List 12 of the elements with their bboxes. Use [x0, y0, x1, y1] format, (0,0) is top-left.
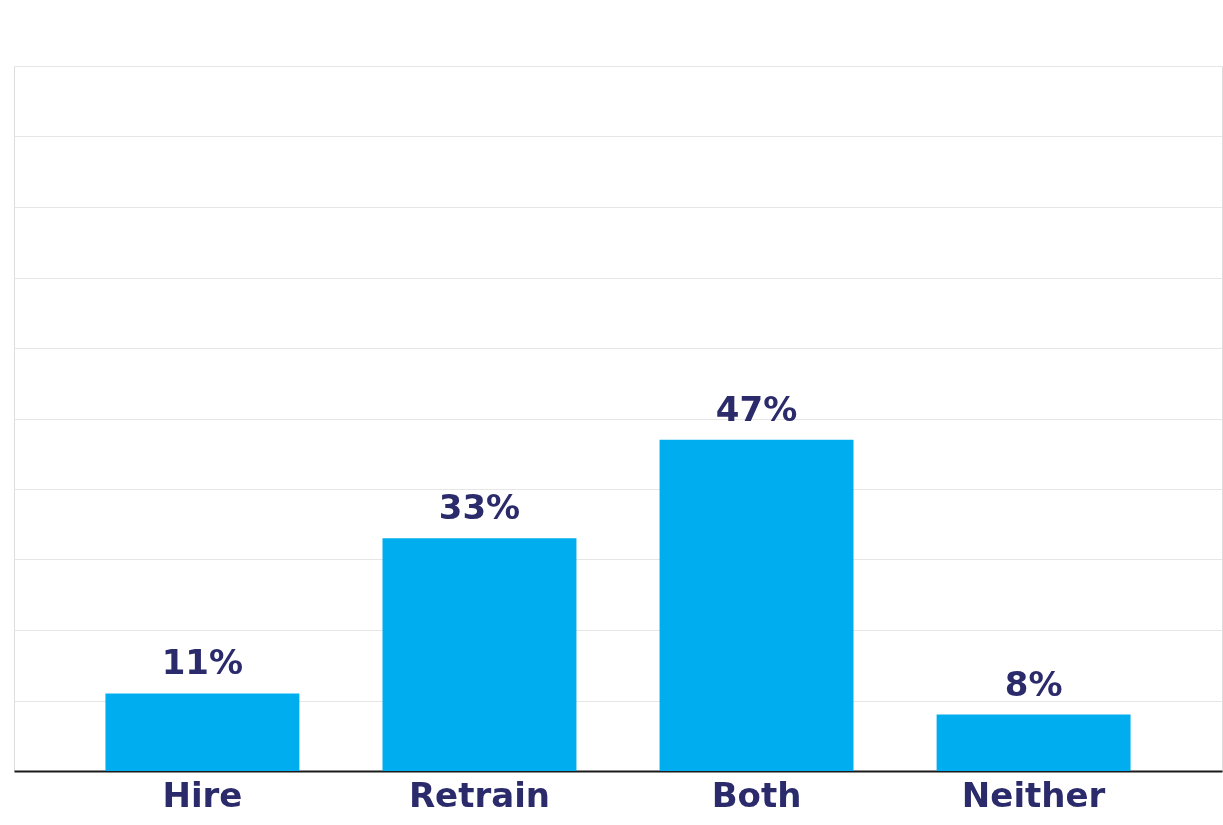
data-label: 47% [715, 388, 798, 429]
data-label: 33% [438, 487, 521, 528]
x-tick-label: Both [711, 774, 802, 815]
data-label: 8% [1004, 663, 1063, 704]
bar [936, 714, 1131, 771]
x-tick-label: Retrain [408, 774, 551, 815]
bar [659, 439, 854, 771]
data-label: 11% [161, 642, 244, 683]
bar [105, 693, 300, 771]
x-tick-label: Hire [162, 774, 243, 815]
x-tick-label: Neither [961, 774, 1106, 815]
bar [382, 538, 577, 771]
